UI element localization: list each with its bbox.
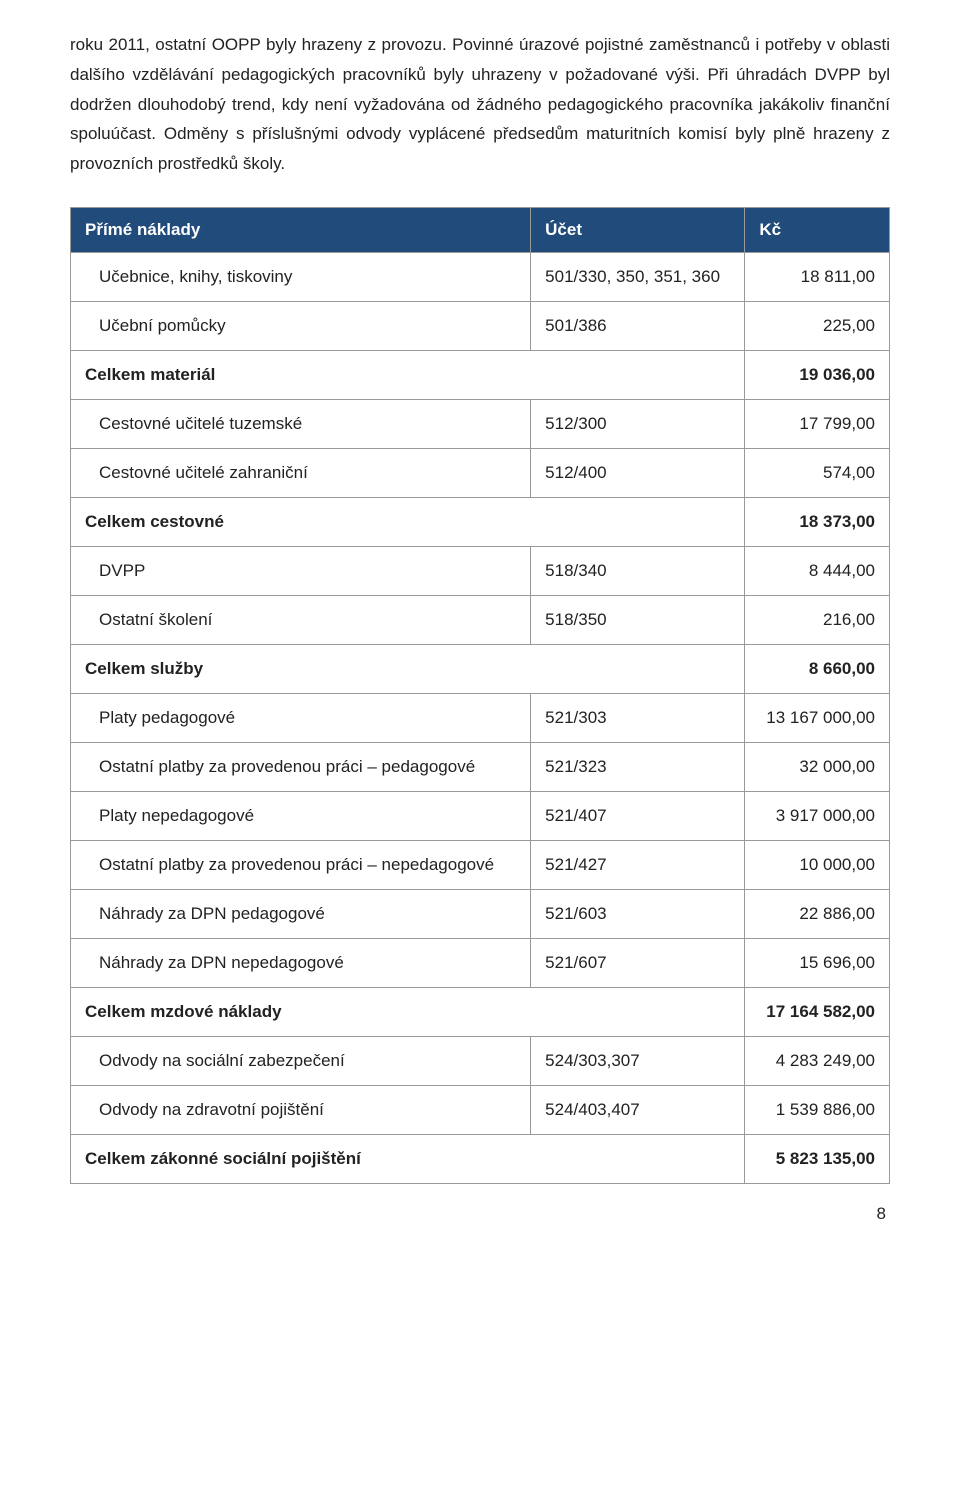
table-row: Náhrady za DPN nepedagogové521/60715 696… [71, 938, 890, 987]
row-value: 574,00 [745, 448, 890, 497]
subtotal-value: 5 823 135,00 [745, 1134, 890, 1183]
table-row: Ostatní školení518/350216,00 [71, 595, 890, 644]
table-row: Celkem zákonné sociální pojištění5 823 1… [71, 1134, 890, 1183]
row-value: 13 167 000,00 [745, 693, 890, 742]
intro-paragraph: roku 2011, ostatní OOPP byly hrazeny z p… [70, 30, 890, 179]
table-row: Ostatní platby za provedenou práci – ped… [71, 742, 890, 791]
subtotal-value: 8 660,00 [745, 644, 890, 693]
row-account: 521/407 [531, 791, 745, 840]
col-header-account: Účet [531, 207, 745, 252]
row-value: 15 696,00 [745, 938, 890, 987]
row-value: 32 000,00 [745, 742, 890, 791]
row-value: 216,00 [745, 595, 890, 644]
table-row: Cestovné učitelé zahraniční512/400574,00 [71, 448, 890, 497]
table-row: Celkem cestovné18 373,00 [71, 497, 890, 546]
table-header-row: Přímé náklady Účet Kč [71, 207, 890, 252]
row-value: 4 283 249,00 [745, 1036, 890, 1085]
row-label: Ostatní školení [71, 595, 531, 644]
table-row: Platy nepedagogové521/4073 917 000,00 [71, 791, 890, 840]
table-row: Platy pedagogové521/30313 167 000,00 [71, 693, 890, 742]
row-account: 521/603 [531, 889, 745, 938]
row-account: 501/330, 350, 351, 360 [531, 252, 745, 301]
row-label: Cestovné učitelé tuzemské [71, 399, 531, 448]
table-row: Učebnice, knihy, tiskoviny501/330, 350, … [71, 252, 890, 301]
row-label: Ostatní platby za provedenou práci – ped… [71, 742, 531, 791]
row-account: 521/303 [531, 693, 745, 742]
row-label: DVPP [71, 546, 531, 595]
row-value: 225,00 [745, 301, 890, 350]
row-account: 512/400 [531, 448, 745, 497]
subtotal-value: 18 373,00 [745, 497, 890, 546]
subtotal-label: Celkem cestovné [71, 497, 745, 546]
page-number: 8 [70, 1204, 890, 1224]
row-value: 22 886,00 [745, 889, 890, 938]
subtotal-value: 19 036,00 [745, 350, 890, 399]
row-account: 524/303,307 [531, 1036, 745, 1085]
row-account: 501/386 [531, 301, 745, 350]
costs-table: Přímé náklady Účet Kč Učebnice, knihy, t… [70, 207, 890, 1184]
row-value: 8 444,00 [745, 546, 890, 595]
row-value: 18 811,00 [745, 252, 890, 301]
table-row: Cestovné učitelé tuzemské512/30017 799,0… [71, 399, 890, 448]
subtotal-label: Celkem mzdové náklady [71, 987, 745, 1036]
row-account: 521/323 [531, 742, 745, 791]
table-row: Odvody na zdravotní pojištění524/403,407… [71, 1085, 890, 1134]
col-header-value: Kč [745, 207, 890, 252]
row-value: 1 539 886,00 [745, 1085, 890, 1134]
row-label: Ostatní platby za provedenou práci – nep… [71, 840, 531, 889]
table-row: DVPP518/3408 444,00 [71, 546, 890, 595]
row-label: Odvody na sociální zabezpečení [71, 1036, 531, 1085]
row-account: 521/607 [531, 938, 745, 987]
row-label: Učební pomůcky [71, 301, 531, 350]
subtotal-value: 17 164 582,00 [745, 987, 890, 1036]
subtotal-label: Celkem zákonné sociální pojištění [71, 1134, 745, 1183]
row-value: 17 799,00 [745, 399, 890, 448]
row-account: 524/403,407 [531, 1085, 745, 1134]
row-account: 518/350 [531, 595, 745, 644]
row-label: Odvody na zdravotní pojištění [71, 1085, 531, 1134]
row-label: Platy pedagogové [71, 693, 531, 742]
row-label: Náhrady za DPN nepedagogové [71, 938, 531, 987]
table-row: Odvody na sociální zabezpečení524/303,30… [71, 1036, 890, 1085]
table-row: Celkem materiál19 036,00 [71, 350, 890, 399]
row-account: 518/340 [531, 546, 745, 595]
row-account: 521/427 [531, 840, 745, 889]
table-row: Učební pomůcky501/386225,00 [71, 301, 890, 350]
subtotal-label: Celkem materiál [71, 350, 745, 399]
row-value: 3 917 000,00 [745, 791, 890, 840]
table-row: Náhrady za DPN pedagogové521/60322 886,0… [71, 889, 890, 938]
col-header-label: Přímé náklady [71, 207, 531, 252]
row-label: Platy nepedagogové [71, 791, 531, 840]
table-row: Celkem mzdové náklady17 164 582,00 [71, 987, 890, 1036]
row-label: Náhrady za DPN pedagogové [71, 889, 531, 938]
row-value: 10 000,00 [745, 840, 890, 889]
row-label: Učebnice, knihy, tiskoviny [71, 252, 531, 301]
table-row: Ostatní platby za provedenou práci – nep… [71, 840, 890, 889]
row-account: 512/300 [531, 399, 745, 448]
subtotal-label: Celkem služby [71, 644, 745, 693]
row-label: Cestovné učitelé zahraniční [71, 448, 531, 497]
table-row: Celkem služby8 660,00 [71, 644, 890, 693]
